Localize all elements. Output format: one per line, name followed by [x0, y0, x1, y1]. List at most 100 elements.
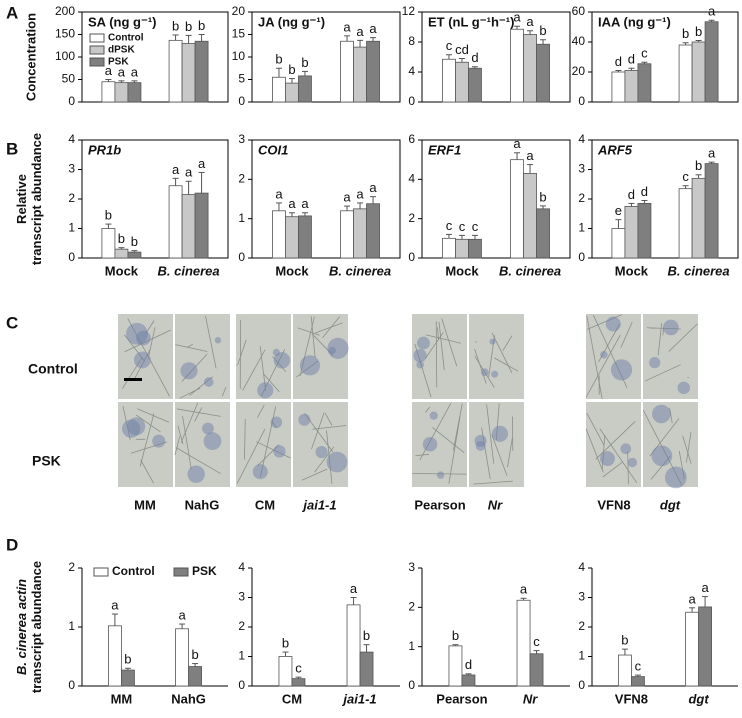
chart-title: IAA (ng g⁻¹)	[598, 14, 671, 29]
bar	[101, 81, 116, 103]
error-bar	[520, 597, 527, 601]
data-label: e	[615, 203, 622, 218]
bar	[536, 43, 550, 103]
error-bar	[118, 247, 125, 250]
vein	[685, 432, 692, 463]
error-bar	[514, 25, 521, 30]
vein	[474, 348, 487, 384]
y-tick-label: 200	[55, 4, 75, 18]
lesion	[489, 338, 496, 345]
error-bar	[452, 644, 459, 646]
error-bar	[702, 596, 709, 607]
vein	[301, 468, 328, 481]
vein	[148, 327, 156, 356]
data-label: b	[288, 62, 295, 77]
lesion	[214, 337, 222, 344]
lesion	[180, 362, 198, 380]
error-bar	[344, 205, 351, 211]
error-bar	[172, 177, 179, 186]
vein	[312, 425, 347, 430]
data-label: a	[520, 582, 528, 597]
data-label: d	[615, 54, 622, 69]
data-label: a	[356, 24, 364, 39]
legend-swatch	[89, 57, 105, 67]
bar	[624, 205, 639, 259]
plot-frame	[591, 11, 739, 103]
data-label: d	[641, 184, 648, 199]
vein	[585, 428, 604, 473]
y-tick-label: 2	[68, 560, 75, 574]
y-tick-label: 1	[578, 649, 585, 663]
vein	[586, 315, 603, 399]
data-label: c	[295, 661, 302, 676]
panel-letter: B	[6, 139, 18, 158]
y-tick-label: 2	[68, 191, 75, 205]
vein	[244, 419, 246, 460]
data-label: c	[533, 634, 540, 649]
error-bar	[105, 223, 112, 229]
bar	[114, 248, 129, 259]
data-label: a	[343, 19, 351, 34]
lesion	[663, 319, 679, 336]
y-tick-label: 3	[238, 590, 245, 604]
data-label: a	[288, 196, 296, 211]
lesion	[202, 422, 214, 435]
lesion	[664, 466, 687, 489]
column-label: VFN8	[597, 497, 630, 512]
error-bar	[628, 67, 635, 71]
error-bar	[288, 78, 295, 84]
data-label: a	[301, 196, 309, 211]
vein	[419, 402, 452, 461]
y-tick-label: 150	[55, 27, 75, 41]
vein	[448, 416, 461, 484]
data-label: d	[465, 657, 472, 672]
x-tick-label: Pearson	[436, 691, 487, 706]
lesion	[627, 457, 638, 468]
data-label: b	[682, 26, 689, 41]
vein	[242, 349, 266, 391]
data-label: a	[701, 580, 709, 595]
x-tick-label: NahG	[171, 691, 206, 706]
x-tick-label: VFN8	[615, 691, 648, 706]
bar	[442, 58, 456, 103]
data-label: a	[172, 162, 180, 177]
error-bar	[131, 250, 138, 253]
chart-title: ERF1	[428, 142, 461, 157]
vein	[140, 459, 154, 484]
legend-label: Control	[112, 564, 155, 578]
bar	[272, 76, 286, 103]
lesion	[299, 355, 321, 376]
vein	[491, 332, 513, 374]
error-bar	[540, 39, 547, 45]
error-bar	[111, 613, 118, 626]
lesion	[491, 425, 509, 442]
y-axis-label: transcript abundance	[29, 561, 44, 693]
error-bar	[350, 597, 357, 605]
error-bar	[514, 152, 521, 160]
error-bar	[172, 34, 179, 41]
data-label: a	[275, 186, 283, 201]
y-tick-label: 0	[68, 250, 75, 264]
y-tick-label: 0	[578, 94, 585, 108]
column-label: NahG	[185, 497, 220, 512]
vein	[669, 407, 673, 424]
vein	[586, 412, 605, 446]
error-bar	[198, 34, 205, 42]
data-label: c	[446, 218, 453, 233]
lesion	[475, 440, 486, 451]
error-bar	[527, 30, 534, 35]
vein	[627, 451, 629, 485]
bar	[448, 645, 463, 687]
data-label: b	[118, 231, 125, 246]
bar	[168, 39, 183, 103]
x-tick-label: dgt	[688, 691, 709, 706]
data-label: b	[275, 52, 282, 67]
legend-label: PSK	[192, 564, 217, 578]
y-tick-label: 1	[238, 211, 245, 225]
lesion	[203, 432, 222, 451]
data-label: a	[369, 21, 377, 36]
data-label: b	[172, 18, 179, 33]
vein	[263, 373, 280, 393]
vein	[139, 413, 155, 467]
error-bar	[131, 80, 138, 83]
